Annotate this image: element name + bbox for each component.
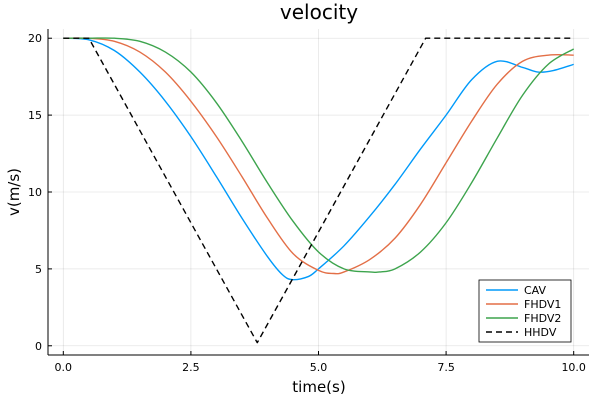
y-tick-label: 15 (28, 109, 42, 122)
x-tick-label: 7.5 (437, 361, 455, 374)
legend-label-hhdv: HHDV (524, 326, 557, 339)
axes (47, 29, 589, 356)
chart-title: velocity (280, 0, 358, 24)
series-lines (63, 37, 575, 344)
series-line-fhdv1 (63, 37, 574, 275)
x-tick-label: 2.5 (182, 361, 200, 374)
y-tick-label: 0 (35, 340, 42, 353)
y-tick-label: 10 (28, 186, 42, 199)
y-tick-labels: 0 5 10 15 20 (28, 32, 42, 353)
legend-label-fhdv2: FHDV2 (524, 312, 561, 325)
y-tick-label: 20 (28, 32, 42, 45)
x-tick-label: 10.0 (561, 361, 586, 374)
legend-label-cav: CAV (524, 284, 547, 297)
y-tick-label: 5 (35, 263, 42, 276)
x-tick-labels: 0.0 2.5 5.0 7.5 10.0 (55, 361, 586, 374)
series-line-hhdv (63, 37, 574, 344)
x-tick-label: 0.0 (55, 361, 73, 374)
y-axis-label: v(m/s) (5, 168, 23, 216)
series-line-cav (63, 37, 574, 281)
x-tick-label: 5.0 (310, 361, 328, 374)
series-line-fhdv2 (63, 37, 575, 274)
legend-label-fhdv1: FHDV1 (524, 298, 561, 311)
x-axis-label: time(s) (292, 378, 345, 396)
